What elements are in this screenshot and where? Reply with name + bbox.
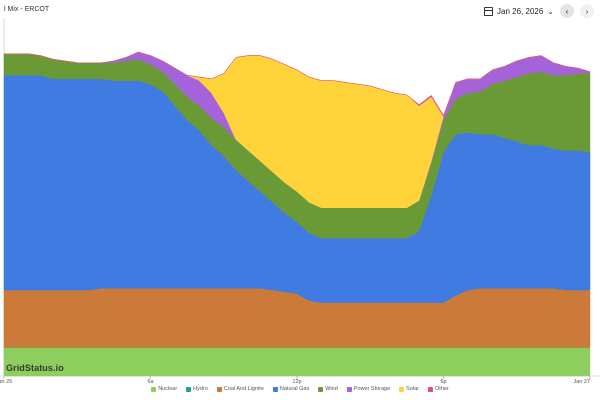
x-tick-label: 6a xyxy=(147,379,154,385)
legend-item-nuclear[interactable]: Nuclear xyxy=(151,386,177,392)
area-coal-and-lignite xyxy=(3,288,591,348)
area-other xyxy=(4,51,591,118)
x-tick-label: 12p xyxy=(292,379,301,385)
legend-swatch xyxy=(428,386,434,392)
x-tick-label: Jan 26 xyxy=(0,379,12,385)
next-day-button[interactable]: › xyxy=(580,4,594,18)
area-nuclear xyxy=(3,347,591,377)
legend-item-power-storage[interactable]: Power Storage xyxy=(346,386,391,392)
legend-label: Wind xyxy=(325,386,338,392)
legend-label: Natural Gas xyxy=(279,386,310,392)
calendar-icon xyxy=(484,6,494,16)
legend-item-hydro[interactable]: Hydro xyxy=(186,386,208,392)
legend-swatch xyxy=(151,386,157,392)
legend-label: Power Storage xyxy=(353,386,391,392)
legend-item-coal-and-lignite[interactable]: Coal And Lignite xyxy=(216,386,264,392)
chart-title: l Mix - ERCOT xyxy=(4,6,50,13)
legend-label: Nuclear xyxy=(158,386,178,392)
x-axis-ticks: Jan 26 6a 12p 6p Jan 27 xyxy=(0,376,591,385)
legend-swatch xyxy=(346,386,352,392)
legend-swatch xyxy=(399,386,405,392)
gridstatus-watermark: GridStatus.io xyxy=(6,363,64,373)
legend-label: Hydro xyxy=(193,386,208,392)
previous-day-button[interactable]: ‹ xyxy=(560,4,574,18)
legend-swatch xyxy=(216,386,222,392)
chart-controls: Jan 26, 2026 ⌄ ‹ › xyxy=(484,4,594,18)
legend-label: Solar xyxy=(406,386,420,392)
legend-swatch xyxy=(318,386,324,392)
legend-label: Coal And Lignite xyxy=(223,386,264,392)
legend-swatch xyxy=(272,386,278,392)
legend-item-other[interactable]: Other xyxy=(428,386,449,392)
legend-item-natural-gas[interactable]: Natural Gas xyxy=(272,386,310,392)
date-label: Jan 26, 2026 xyxy=(497,6,544,16)
date-picker[interactable]: Jan 26, 2026 ⌄ xyxy=(484,6,554,16)
stacked-areas xyxy=(3,51,591,377)
legend-label: Other xyxy=(435,386,449,392)
x-tick-label: Jan 27 xyxy=(573,379,590,385)
x-tick-label: 6p xyxy=(440,379,446,385)
chart-legend: Nuclear Hydro Coal And Lignite Natural Gas W… xyxy=(0,386,600,392)
chevron-down-icon: ⌄ xyxy=(547,6,554,16)
legend-swatch xyxy=(186,386,192,392)
legend-item-wind[interactable]: Wind xyxy=(318,386,338,392)
legend-item-solar[interactable]: Solar xyxy=(399,386,419,392)
